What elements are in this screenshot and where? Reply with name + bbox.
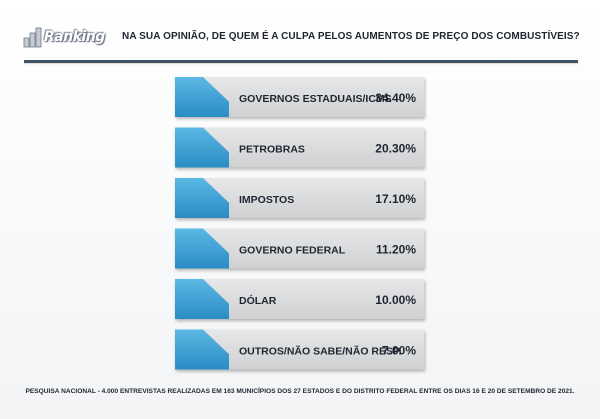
category-label: OUTROS/NÃO SABE/NÃO RESP.: [239, 345, 402, 358]
ranking-card: DÓLAR 10.00%: [175, 279, 424, 319]
value-label: 17.10%: [375, 192, 416, 206]
card-accent-mark: [175, 329, 229, 370]
card-accent-mark: [175, 178, 229, 218]
page-title: NA SUA OPINIÃO, DE QUEM É A CULPA PELOS …: [122, 31, 580, 42]
category-label: DÓLAR: [239, 294, 277, 307]
card-accent-mark: [175, 228, 229, 269]
value-label: 11.20%: [376, 243, 416, 257]
bar-chart-icon: [23, 27, 42, 48]
value-label: 34.40%: [375, 91, 416, 105]
card-accent-mark: [175, 279, 229, 319]
ranking-logo: Ranking: [22, 26, 105, 48]
value-label: 10.00%: [375, 293, 416, 307]
value-label: 7.00%: [382, 344, 416, 358]
card-accent-mark: [175, 77, 229, 117]
header-divider: [24, 60, 578, 63]
category-label: PETROBRAS: [239, 144, 305, 156]
ranking-card: GOVERNO FEDERAL 11.20%: [175, 228, 424, 269]
category-label: GOVERNO FEDERAL: [239, 245, 346, 257]
logo-text: Ranking: [44, 29, 105, 45]
value-label: 20.30%: [375, 142, 416, 156]
card-accent-mark: [175, 127, 229, 168]
ranking-card: IMPOSTOS 17.10%: [175, 178, 424, 218]
methodology-footnote: PESQUISA NACIONAL - 4.000 ENTREVISTAS RE…: [25, 388, 575, 395]
ranking-card: OUTROS/NÃO SABE/NÃO RESP.7.00%: [175, 329, 424, 370]
category-label: GOVERNOS ESTADUAIS/ICMS: [239, 93, 392, 105]
ranking-card: PETROBRAS 20.30%: [175, 127, 424, 168]
category-label: IMPOSTOS: [239, 194, 294, 206]
